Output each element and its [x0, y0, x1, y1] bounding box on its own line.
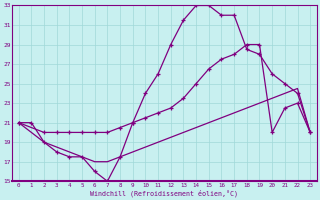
X-axis label: Windchill (Refroidissement éolien,°C): Windchill (Refroidissement éolien,°C): [91, 189, 238, 197]
